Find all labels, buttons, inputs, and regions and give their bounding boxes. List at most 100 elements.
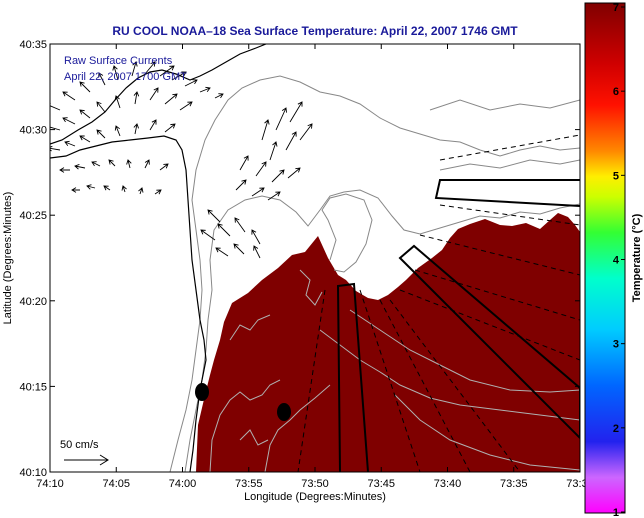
colorbar <box>584 2 626 514</box>
sst-contours <box>209 269 580 472</box>
y-tick-label: 40:10 <box>19 467 47 479</box>
current-vector-arrow <box>96 129 106 139</box>
current-vector-arrow <box>214 93 224 99</box>
current-vector-arrow <box>217 223 231 237</box>
current-vector-arrow <box>59 167 70 173</box>
current-vector-arrow <box>98 72 106 86</box>
current-vector-arrow <box>267 191 281 201</box>
current-vector-arrow <box>235 179 247 191</box>
current-vector-arrow <box>164 93 178 105</box>
current-vector-arrow <box>133 91 140 105</box>
current-vector-arrow <box>289 101 303 123</box>
colorbar-tick-label: 6 <box>613 86 619 98</box>
current-vector-arrow <box>79 135 91 143</box>
current-vector-arrow <box>149 87 159 101</box>
current-vector-arrow <box>96 101 106 113</box>
current-vector-arrow <box>184 79 198 87</box>
current-vector-arrow <box>144 61 156 75</box>
current-vector-arrow <box>62 117 76 125</box>
current-vector-arrow <box>91 161 101 167</box>
colorbar-tick-label: 5 <box>613 170 619 182</box>
x-tick-label: 73:55 <box>235 478 263 490</box>
colorbar-tick-label: 1 <box>613 507 619 518</box>
current-vectors <box>50 61 313 259</box>
y-tick-label: 40:25 <box>19 210 47 222</box>
colorbar-tick-label: 7 <box>613 2 619 14</box>
vector-scale-arrow <box>64 454 109 466</box>
x-tick-label: 73:45 <box>367 478 395 490</box>
current-vector-arrow <box>287 167 301 179</box>
y-tick-label: 40:20 <box>19 296 47 308</box>
transects <box>297 134 580 472</box>
y-tick-label: 40:30 <box>19 125 47 137</box>
current-vector-arrow <box>62 91 76 101</box>
y-tick-label: 40:35 <box>19 39 47 51</box>
current-vector-arrow <box>71 187 80 193</box>
current-vector-arrow <box>253 245 261 259</box>
colorbar-ticks: 1 2 3 4 5 6 7 <box>613 2 625 518</box>
current-vector-arrow <box>299 123 313 141</box>
current-vector-arrow <box>112 65 119 81</box>
current-vector-arrow <box>233 243 245 255</box>
current-vector-arrow <box>131 61 138 77</box>
x-axis: 74:10 74:05 74:00 73:55 73:50 73:45 73:40 73:35… <box>36 44 588 490</box>
current-vector-arrow <box>64 140 76 147</box>
vector-scale-label: 50 cm/s <box>60 439 99 451</box>
coastline <box>50 44 267 472</box>
x-tick-label: 73:40 <box>434 478 462 490</box>
current-vector-arrow <box>50 124 61 131</box>
colorbar-label: Temperature (°C) <box>631 213 643 302</box>
current-vector-arrow <box>234 217 246 233</box>
current-vector-arrow <box>171 71 187 81</box>
current-vector-arrow <box>261 119 270 141</box>
current-vector-arrow <box>138 187 144 195</box>
current-vector-arrow <box>50 102 61 111</box>
y-axis-label: Latitude (Degrees:Minutes) <box>2 192 14 325</box>
current-vector-arrow <box>271 169 285 183</box>
current-vector-arrow <box>126 159 132 169</box>
sst-region <box>196 213 580 472</box>
current-vector-arrow <box>179 101 193 111</box>
current-vector-arrow <box>103 185 111 191</box>
current-vector-arrow <box>164 123 176 133</box>
current-vector-arrow <box>199 86 211 93</box>
current-vector-arrow <box>114 95 121 109</box>
current-vector-arrow <box>255 161 267 177</box>
x-tick-label: 74:00 <box>169 478 197 490</box>
x-axis-label: Longitude (Degrees:Minutes) <box>244 491 386 503</box>
station-marker <box>277 403 291 421</box>
x-tick-label: 74:05 <box>102 478 130 490</box>
current-vector-arrow <box>149 119 157 131</box>
current-vector-arrow <box>251 187 265 197</box>
current-vector-arrow <box>74 164 86 170</box>
current-vector-arrow <box>159 65 175 77</box>
current-vector-arrow <box>269 141 278 161</box>
current-vector-arrow <box>159 163 169 171</box>
y-axis: 40:35 40:30 40:25 40:20 40:15 40:10 <box>19 39 580 479</box>
current-vector-arrow <box>133 123 139 135</box>
y-tick-label: 40:15 <box>19 381 47 393</box>
currents-annotation-line1: Raw Surface Currents <box>64 55 173 67</box>
x-tick-label: 74:10 <box>36 478 64 490</box>
chart-title: RU COOL NOAA–18 Sea Surface Temperature:… <box>112 24 518 38</box>
current-vector-arrow <box>86 184 96 190</box>
colorbar-tick-label: 3 <box>613 339 619 351</box>
plot-area <box>50 44 580 472</box>
x-tick-label: 73:3 <box>566 478 587 490</box>
current-vector-arrow <box>154 189 162 195</box>
current-vector-arrow <box>108 159 116 167</box>
currents-annotation-line2: April 22, 2007 1700 GMT <box>64 71 187 83</box>
current-vector-arrow <box>285 131 297 151</box>
station-marker <box>195 383 209 401</box>
current-vector-arrow <box>239 155 249 171</box>
bathymetry-lines <box>169 75 580 472</box>
x-tick-label: 73:50 <box>301 478 329 490</box>
current-vector-arrow <box>275 107 287 131</box>
current-vector-arrow <box>207 209 221 223</box>
current-vector-arrow <box>121 185 127 193</box>
current-vector-arrow <box>79 109 91 119</box>
current-vector-arrow <box>79 81 91 93</box>
x-tick-label: 73:35 <box>500 478 528 490</box>
current-vector-arrow <box>114 125 121 137</box>
